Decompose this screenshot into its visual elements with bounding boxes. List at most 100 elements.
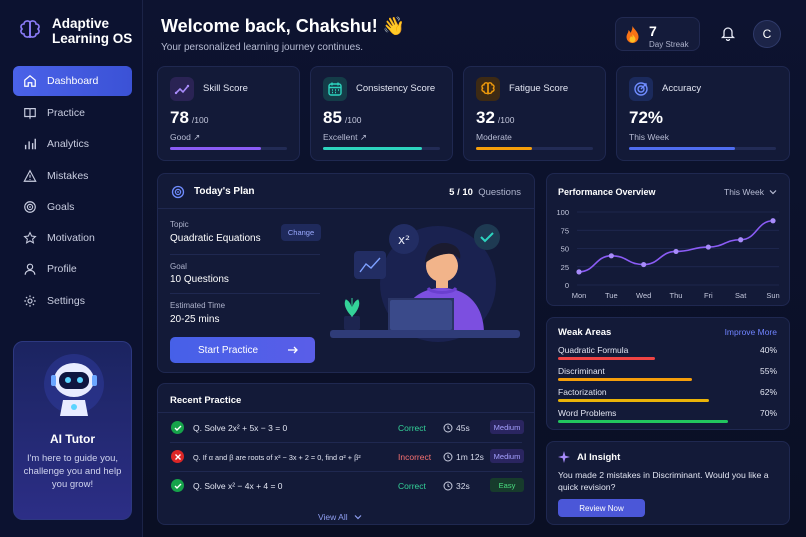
goal-value: 10 Questions (170, 274, 229, 285)
divider (158, 208, 534, 209)
result-text: Incorrect (398, 452, 432, 462)
sidebar-item-settings[interactable]: Settings (13, 286, 132, 316)
weak-area-row[interactable]: Quadratic Formula 40% (558, 345, 777, 365)
x-tick-label: Sat (735, 291, 747, 300)
table-row[interactable]: Q. If α and β are roots of x² − 3x + 2 =… (158, 443, 534, 472)
weak-area-row[interactable]: Factorization 62% (558, 387, 777, 407)
data-point[interactable] (770, 218, 776, 224)
sidebar-item-label: Mistakes (47, 169, 89, 182)
sidebar-item-label: Analytics (47, 138, 90, 151)
gear-icon (24, 295, 36, 307)
weak-area-label: Factorization (558, 387, 607, 397)
streak-label: Day Streak (649, 40, 689, 49)
data-point[interactable] (705, 244, 711, 250)
svg-text:x²: x² (398, 233, 410, 247)
data-point[interactable] (738, 237, 744, 243)
result-text: Correct (398, 423, 426, 433)
review-now-button[interactable]: Review Now (558, 499, 645, 517)
ai-insight-title: AI Insight (577, 452, 621, 463)
sidebar: Adaptive Learning OS Dashboard Practice … (0, 0, 143, 537)
target-icon (24, 201, 36, 213)
clock-icon (443, 423, 453, 433)
brand[interactable]: Adaptive Learning OS (16, 16, 132, 46)
view-all-link[interactable]: View All (318, 512, 362, 522)
ai-tutor-card[interactable]: AI Tutor I'm here to guide you, challeng… (13, 341, 132, 520)
skill-score-card[interactable]: Skill Score 78/100 Good ↗ (157, 66, 300, 161)
sidebar-item-label: Goals (47, 200, 75, 213)
data-point[interactable] (608, 253, 614, 259)
chevron-down-icon (354, 515, 362, 520)
target-icon (171, 185, 185, 199)
bell-icon[interactable] (720, 25, 736, 41)
chart-card-icon (354, 251, 386, 279)
sidebar-item-profile[interactable]: Profile (13, 254, 132, 284)
brand-line2: Learning OS (52, 31, 133, 46)
goal-label: Goal (170, 262, 187, 271)
plan-question-count: 5 / 10 Questions (449, 187, 521, 198)
weak-areas-title: Weak Areas (558, 327, 612, 338)
sidebar-item-label: Profile (47, 263, 77, 276)
fatigue-score-card[interactable]: Fatigue Score 32/100 Moderate (463, 66, 606, 161)
weak-area-percent: 40% (759, 345, 777, 355)
weak-area-label: Discriminant (558, 366, 605, 376)
user-icon (24, 264, 36, 276)
close-icon (171, 450, 184, 463)
ai-tutor-text: I'm here to guide you, challenge you and… (23, 453, 122, 490)
sidebar-item-motivation[interactable]: Motivation (13, 223, 132, 253)
stat-value: 72% (629, 108, 664, 127)
table-row[interactable]: Q. Solve 2x² + 5x − 3 = 0 Correct 45s Me… (158, 414, 534, 443)
y-tick-label: 100 (556, 208, 569, 217)
sidebar-item-analytics[interactable]: Analytics (13, 129, 132, 159)
table-row[interactable]: Q. Solve x² − 4x + 4 = 0 Correct 32s Eas… (158, 472, 534, 501)
x-tick-label: Sun (766, 291, 779, 300)
accuracy-card[interactable]: Accuracy 72% This Week (616, 66, 790, 161)
trend-up-icon (170, 77, 194, 101)
weak-area-row[interactable]: Word Problems 70% (558, 408, 777, 428)
time-text: 45s (456, 423, 470, 433)
weak-area-bar (558, 378, 692, 381)
time-label: Estimated Time (170, 301, 226, 310)
ai-insight-card: AI Insight You made 2 mistakes in Discri… (546, 441, 790, 525)
progress-bar (323, 147, 440, 150)
progress-bar (476, 147, 593, 150)
ai-insight-text: You made 2 mistakes in Discriminant. Wou… (558, 470, 769, 492)
sidebar-item-practice[interactable]: Practice (13, 98, 132, 128)
weak-area-bar (558, 420, 729, 423)
weak-area-label: Word Problems (558, 408, 617, 418)
divider (170, 442, 522, 443)
data-point[interactable] (673, 248, 679, 255)
x-tick-label: Thu (670, 291, 683, 300)
home-icon (24, 74, 36, 87)
arrow-right-icon (288, 346, 298, 354)
improve-more-link[interactable]: Improve More (724, 327, 777, 337)
range-select[interactable]: This Week (724, 187, 777, 197)
change-topic-button[interactable]: Change (281, 224, 321, 241)
stat-value: 85/100 (323, 108, 362, 127)
clock-icon (443, 452, 453, 462)
stat-sub: Good ↗ (170, 132, 201, 142)
y-tick-label: 75 (561, 226, 569, 235)
result-text: Correct (398, 481, 426, 491)
day-streak-badge[interactable]: 7 Day Streak (615, 17, 700, 51)
calendar-icon (323, 77, 347, 101)
data-point[interactable] (641, 261, 647, 268)
page-title: Welcome back, Chakshu! 👋 (161, 16, 406, 36)
sidebar-nav: Dashboard Practice Analytics Mistakes Go… (13, 66, 132, 317)
brain-icon (476, 77, 500, 101)
sidebar-item-label: Practice (47, 107, 85, 119)
sidebar-item-dashboard[interactable]: Dashboard (13, 66, 132, 96)
progress-fill (170, 147, 262, 150)
range-label: This Week (724, 187, 764, 197)
sidebar-item-goals[interactable]: Goals (13, 192, 132, 222)
data-point[interactable] (576, 269, 582, 275)
progress-fill (629, 147, 735, 150)
stat-sub: Excellent ↗ (323, 132, 367, 142)
sidebar-item-mistakes[interactable]: Mistakes (13, 161, 132, 191)
start-practice-button[interactable]: Start Practice (170, 337, 315, 363)
stat-sub: This Week (629, 132, 669, 142)
avatar[interactable]: C (753, 20, 781, 48)
stat-value: 78/100 (170, 108, 209, 127)
stat-title: Consistency Score (356, 83, 436, 94)
weak-area-row[interactable]: Discriminant 55% (558, 366, 777, 386)
consistency-score-card[interactable]: Consistency Score 85/100 Excellent ↗ (310, 66, 453, 161)
